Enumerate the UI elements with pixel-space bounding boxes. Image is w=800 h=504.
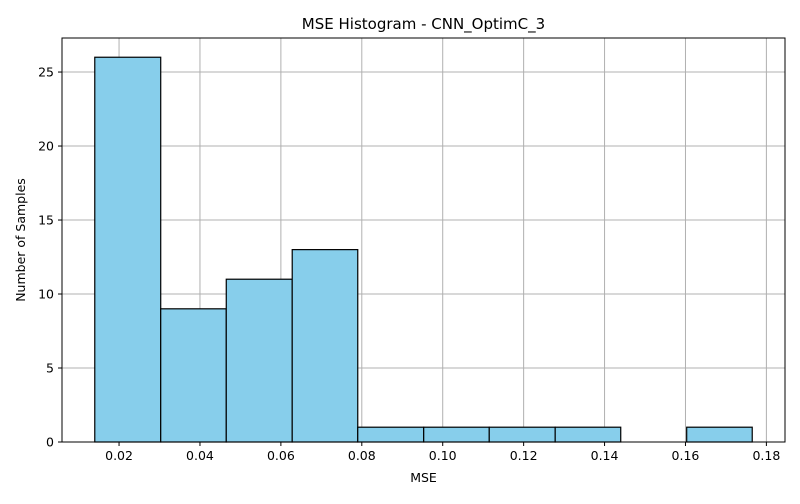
histogram-bar-10 — [686, 426, 753, 443]
y-tick-label: 15 — [38, 213, 54, 228]
y-tick-label: 25 — [38, 65, 54, 80]
x-tick-label: 0.04 — [186, 448, 214, 463]
x-tick-label: 0.18 — [752, 448, 780, 463]
x-axis: 0.02 0.04 0.06 0.08 0.10 0.12 0.14 0.16 0.18 — [105, 442, 780, 463]
y-tick-label: 10 — [38, 287, 54, 302]
x-axis-label: MSE — [410, 470, 437, 485]
histogram-bar-8 — [554, 426, 622, 443]
x-tick-label: 0.06 — [267, 448, 295, 463]
y-axis-label: Number of Samples — [13, 178, 28, 302]
histogram-bar-2 — [160, 308, 227, 443]
bars-layer — [94, 56, 753, 443]
x-tick-label: 0.14 — [591, 448, 619, 463]
y-axis: 0 5 10 15 20 25 — [38, 65, 62, 450]
plot-frame — [61, 37, 786, 443]
y-tick-label: 20 — [38, 139, 54, 154]
x-tick-label: 0.10 — [429, 448, 457, 463]
histogram-bar-1 — [94, 56, 162, 443]
x-tick-label: 0.16 — [672, 448, 700, 463]
histogram-bar-6 — [423, 426, 490, 443]
y-tick-label: 0 — [46, 435, 54, 450]
histogram-bar-4 — [291, 249, 359, 443]
x-tick-label: 0.02 — [105, 448, 133, 463]
x-tick-label: 0.12 — [510, 448, 538, 463]
histogram-bar-3 — [225, 278, 293, 443]
chart-title: MSE Histogram - CNN_OptimC_3 — [302, 15, 545, 34]
x-tick-label: 0.08 — [348, 448, 376, 463]
histogram-bar-5 — [357, 426, 425, 443]
histogram-bar-7 — [488, 426, 556, 443]
y-tick-label: 5 — [46, 361, 54, 376]
